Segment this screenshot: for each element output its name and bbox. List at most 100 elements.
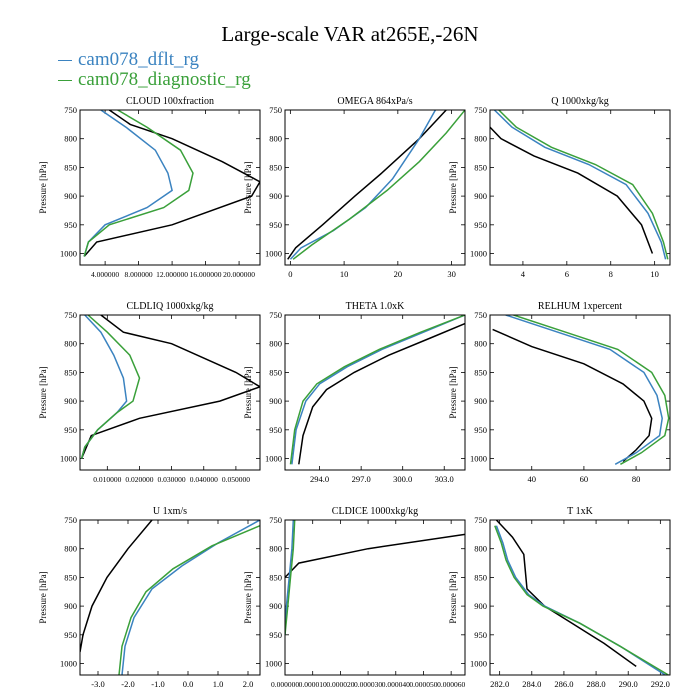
x-tick-label: -3.0 <box>91 679 104 689</box>
y-tick-label: 750 <box>269 310 282 320</box>
x-tick-label: 20 <box>394 269 403 279</box>
y-axis-label: Pressure [hPa] <box>38 161 48 213</box>
x-tick-label: 0.000020 <box>326 680 354 689</box>
y-tick-label: 850 <box>474 572 487 582</box>
y-tick-label: 1000 <box>60 659 77 669</box>
y-tick-label: 800 <box>64 339 77 349</box>
chart-title: CLDLIQ 1000xkg/kg <box>127 301 214 312</box>
y-tick-label: 850 <box>269 367 282 377</box>
series-line-2 <box>285 520 295 635</box>
y-tick-label: 800 <box>269 544 282 554</box>
x-tick-label: -1.0 <box>151 679 164 689</box>
legend-entry-dflt: cam078_dflt_rg <box>58 49 199 71</box>
x-tick-label: 0.000040 <box>382 680 410 689</box>
plot-frame <box>79 519 261 676</box>
y-tick-label: 750 <box>64 105 77 115</box>
series-line-1 <box>83 110 260 257</box>
x-tick-label: 80 <box>632 474 641 484</box>
y-tick-label: 900 <box>64 601 77 611</box>
y-axis-label: Pressure [hPa] <box>243 571 253 623</box>
y-tick-label: 800 <box>474 339 487 349</box>
x-tick-label: 60 <box>580 474 589 484</box>
series-line-2 <box>83 110 173 257</box>
x-tick-label: -2.0 <box>121 679 134 689</box>
x-tick-label: 1.0 <box>213 679 224 689</box>
y-tick-label: 1000 <box>470 454 487 464</box>
x-tick-label: 300.0 <box>393 474 412 484</box>
plot-frame <box>284 519 466 676</box>
x-tick-label: 40 <box>527 474 536 484</box>
x-tick-label: 20.000000 <box>223 270 255 279</box>
chart-title: RELHUM 1xpercent <box>538 301 622 312</box>
legend-swatch-diagnostic <box>58 80 72 82</box>
x-tick-label: 6 <box>565 269 569 279</box>
y-tick-label: 750 <box>474 515 487 525</box>
x-tick-label: 30 <box>447 269 456 279</box>
y-tick-label: 1000 <box>265 659 282 669</box>
y-tick-label: 750 <box>269 515 282 525</box>
series-line-2 <box>289 110 437 260</box>
chart-panel-5: THETA 1.0xK Pressure [hPa] 750 800 850 900 950… <box>243 301 466 484</box>
y-tick-label: 950 <box>474 425 487 435</box>
y-tick-label: 1000 <box>470 249 487 259</box>
plot-frame <box>489 519 671 676</box>
chart-title: THETA 1.0xK <box>346 301 405 312</box>
y-tick-label: 750 <box>64 310 77 320</box>
series-line-1 <box>492 328 653 462</box>
y-axis-label: Pressure [hPa] <box>38 366 48 418</box>
chart-panel-4: CLDLIQ 1000xkg/kg Pressure [hPa] 750 800 850… <box>38 301 261 484</box>
y-tick-label: 1000 <box>265 249 282 259</box>
y-tick-label: 850 <box>474 367 487 377</box>
x-tick-label: 0.000000 <box>271 680 299 689</box>
series-line-3 <box>498 110 669 260</box>
x-tick-label: 286.0 <box>554 679 573 689</box>
chart-title: Q 1000xkg/kg <box>551 96 609 107</box>
y-tick-label: 850 <box>64 162 77 172</box>
x-tick-label: 8 <box>609 269 613 279</box>
x-tick-label: 4.000000 <box>91 270 119 279</box>
y-tick-label: 850 <box>474 162 487 172</box>
x-tick-label: 292.0 <box>651 679 670 689</box>
y-tick-label: 950 <box>269 630 282 640</box>
y-tick-label: 1000 <box>470 659 487 669</box>
series-line-1 <box>285 533 465 578</box>
series-line-1 <box>298 322 465 465</box>
chart-panel-2: OMEGA 864xPa/s Pressure [hPa] 750 800 850 900… <box>243 96 466 279</box>
page-title: Large-scale VAR at265E,-26N <box>221 22 479 46</box>
x-tick-label: 294.0 <box>310 474 329 484</box>
y-tick-label: 900 <box>64 396 77 406</box>
y-tick-label: 900 <box>474 191 487 201</box>
y-tick-label: 950 <box>474 220 487 230</box>
y-tick-label: 900 <box>64 191 77 201</box>
plot-frame <box>79 109 261 266</box>
x-tick-label: 0.000060 <box>437 680 465 689</box>
x-tick-label: 288.0 <box>587 679 606 689</box>
series-line-2 <box>493 110 667 260</box>
y-tick-label: 800 <box>64 134 77 144</box>
y-tick-label: 750 <box>64 515 77 525</box>
y-tick-label: 950 <box>64 630 77 640</box>
series-line-3 <box>289 315 465 465</box>
plot-frame <box>284 314 466 471</box>
y-tick-label: 900 <box>269 191 282 201</box>
x-tick-label: 0.0 <box>183 679 194 689</box>
chart-panel-1: CLOUD 100xfraction Pressure [hPa] 750 800 85… <box>38 96 261 279</box>
y-tick-label: 800 <box>269 339 282 349</box>
x-tick-label: 0.020000 <box>125 475 153 484</box>
x-tick-label: 12.000000 <box>156 270 188 279</box>
legend-label-dflt: cam078_dflt_rg <box>78 49 200 70</box>
y-tick-label: 800 <box>269 134 282 144</box>
y-tick-label: 800 <box>64 544 77 554</box>
y-tick-label: 800 <box>474 544 487 554</box>
y-axis-label: Pressure [hPa] <box>448 571 458 623</box>
legend-label-diagnostic: cam078_diagnostic_rg <box>78 69 251 90</box>
x-tick-label: 0.000030 <box>354 680 382 689</box>
series-line-2 <box>291 315 465 465</box>
plot-frame <box>284 109 466 266</box>
y-tick-label: 1000 <box>60 454 77 464</box>
series-line-3 <box>83 110 194 257</box>
x-tick-label: 297.0 <box>352 474 371 484</box>
y-tick-label: 950 <box>269 425 282 435</box>
